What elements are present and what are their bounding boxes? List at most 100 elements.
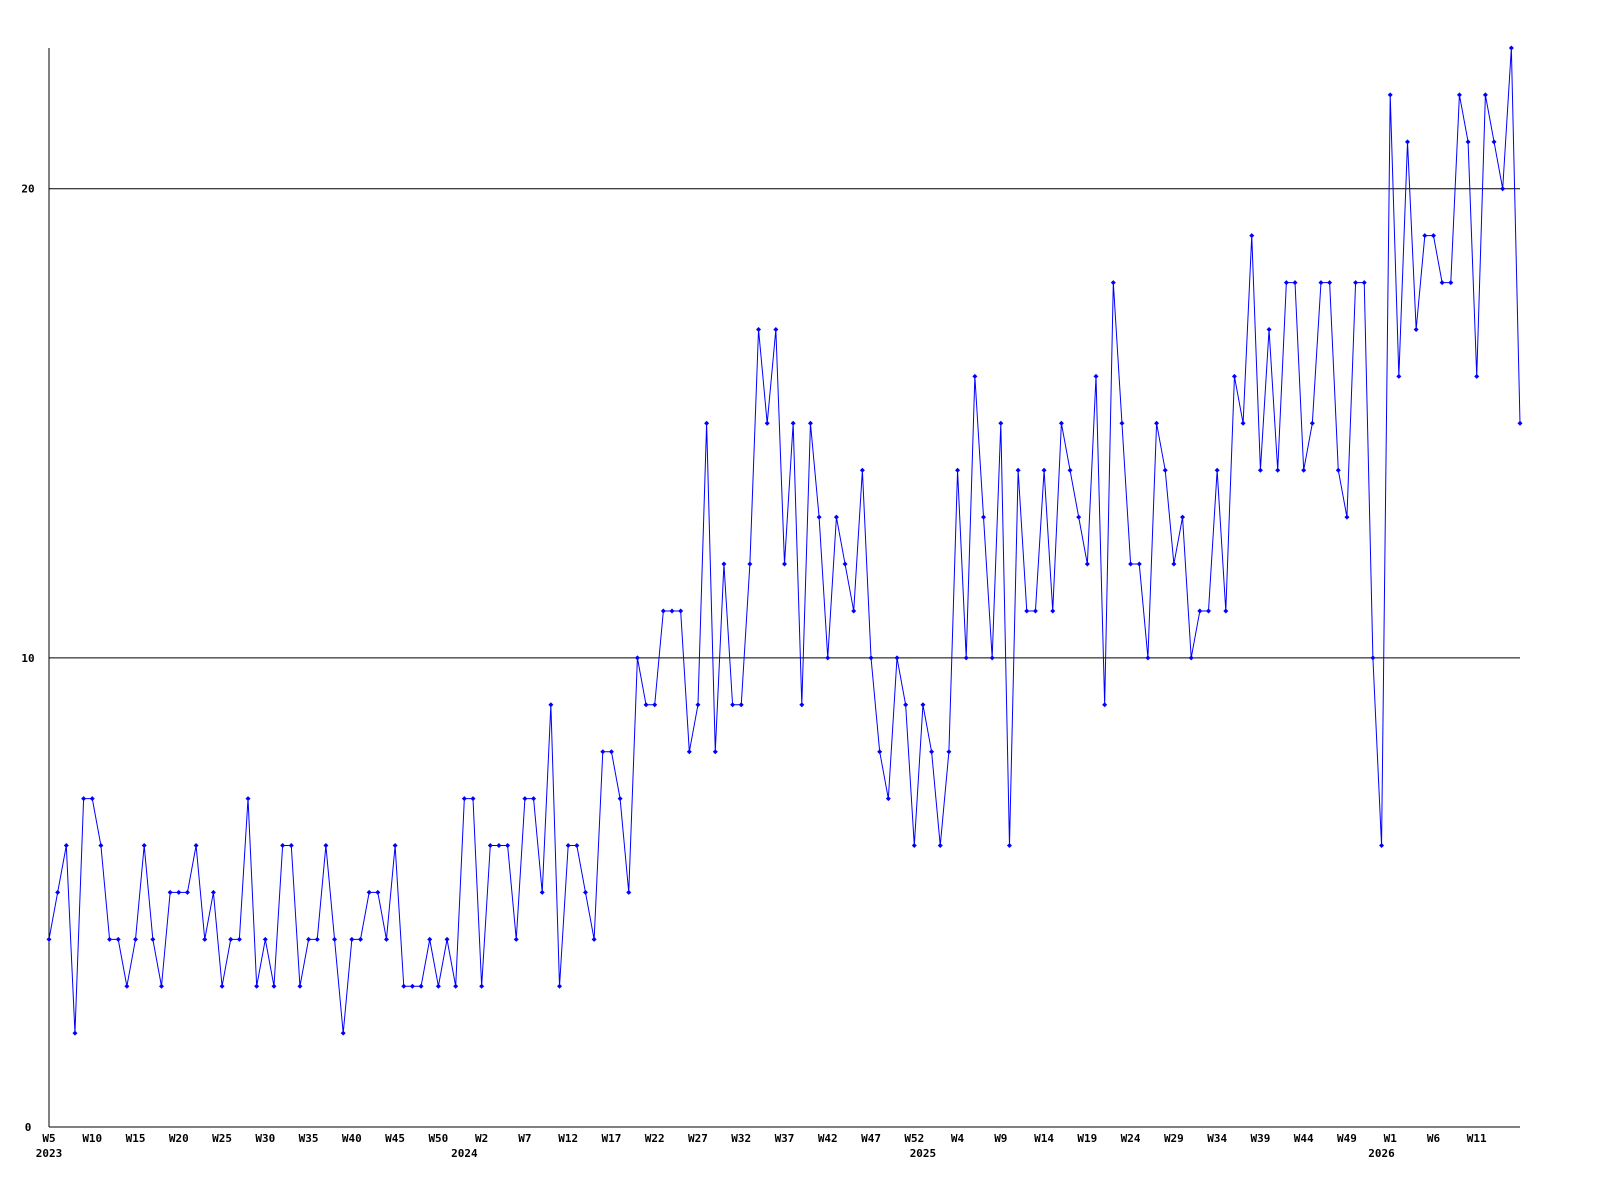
data-point: [868, 655, 874, 661]
data-point: [825, 655, 831, 661]
data-point: [1188, 655, 1194, 661]
data-point: [807, 420, 813, 426]
x-tick-label: W35: [299, 1132, 319, 1145]
data-point: [496, 843, 502, 849]
data-point: [522, 796, 528, 802]
x-tick-label: W39: [1250, 1132, 1270, 1145]
data-point: [176, 889, 182, 895]
x-tick-label: W4: [951, 1132, 965, 1145]
x-tick-label: W44: [1294, 1132, 1314, 1145]
data-point: [392, 843, 398, 849]
x-tick-label: W11: [1467, 1132, 1487, 1145]
data-point: [1335, 467, 1341, 473]
data-point: [115, 936, 121, 942]
data-point: [946, 749, 952, 755]
data-point: [799, 702, 805, 708]
data-point: [418, 983, 424, 989]
data-point: [747, 561, 753, 567]
data-point: [1197, 608, 1203, 614]
data-point: [634, 655, 640, 661]
data-point: [1465, 139, 1471, 145]
data-point: [236, 936, 242, 942]
data-point: [1344, 514, 1350, 520]
x-tick-label: W14: [1034, 1132, 1054, 1145]
data-point: [669, 608, 675, 614]
data-point: [1482, 92, 1488, 98]
x-tick-label: W29: [1164, 1132, 1184, 1145]
data-point: [1076, 514, 1082, 520]
data-point: [1128, 561, 1134, 567]
data-point: [782, 561, 787, 567]
x-tick-label: W50: [428, 1132, 448, 1145]
data-point: [297, 983, 303, 989]
data-point: [444, 936, 450, 942]
data-point: [582, 889, 588, 895]
data-point: [1249, 233, 1255, 239]
y-tick-label: 10: [21, 652, 34, 665]
data-point: [790, 420, 796, 426]
data-point: [1006, 843, 1012, 849]
data-point: [1456, 92, 1462, 98]
data-point: [1110, 280, 1116, 286]
data-point: [89, 796, 95, 802]
data-point: [712, 749, 718, 755]
data-point: [937, 843, 943, 849]
x-tick-label: W25: [212, 1132, 232, 1145]
x-tick-label: W20: [169, 1132, 189, 1145]
x-tick-label: W24: [1121, 1132, 1141, 1145]
data-point: [1353, 280, 1359, 286]
data-point: [46, 936, 52, 942]
x-year-label: 2025: [910, 1147, 937, 1160]
data-point: [1171, 561, 1177, 567]
data-point: [107, 936, 113, 942]
data-point: [401, 983, 407, 989]
data-point: [730, 702, 736, 708]
data-point: [617, 796, 623, 802]
data-point: [1240, 420, 1246, 426]
data-point: [271, 983, 277, 989]
data-point: [929, 749, 935, 755]
data-point: [81, 796, 87, 802]
data-point: [764, 420, 770, 426]
x-year-label: 2023: [36, 1147, 63, 1160]
x-tick-label: W5: [42, 1132, 55, 1145]
data-point: [435, 983, 441, 989]
data-point: [833, 514, 839, 520]
data-point: [1084, 561, 1090, 567]
data-point: [358, 936, 364, 942]
x-tick-label: W6: [1427, 1132, 1441, 1145]
x-tick-label: W1: [1384, 1132, 1398, 1145]
data-point: [591, 936, 597, 942]
data-point: [1327, 280, 1333, 286]
data-point: [158, 983, 164, 989]
x-tick-label: W17: [602, 1132, 622, 1145]
data-point: [133, 936, 139, 942]
data-point: [894, 655, 900, 661]
data-point: [1370, 655, 1376, 661]
data-point: [254, 983, 260, 989]
data-point: [1145, 655, 1151, 661]
data-point: [652, 702, 658, 708]
data-point: [686, 749, 692, 755]
data-point: [1422, 233, 1428, 239]
x-tick-label: W12: [558, 1132, 578, 1145]
data-point: [1387, 92, 1393, 98]
data-point: [340, 1030, 346, 1036]
data-point: [963, 655, 969, 661]
x-tick-label: W22: [645, 1132, 665, 1145]
data-point: [513, 936, 519, 942]
data-point: [98, 843, 104, 849]
data-point: [505, 843, 511, 849]
data-point: [202, 936, 208, 942]
data-point: [375, 889, 381, 895]
data-point: [955, 467, 961, 473]
data-point: [1102, 702, 1108, 708]
data-point: [288, 843, 294, 849]
x-tick-label: W30: [255, 1132, 275, 1145]
data-point: [1162, 467, 1168, 473]
data-point: [972, 373, 978, 379]
data-point: [219, 983, 225, 989]
y-tick-label: 20: [21, 183, 34, 196]
